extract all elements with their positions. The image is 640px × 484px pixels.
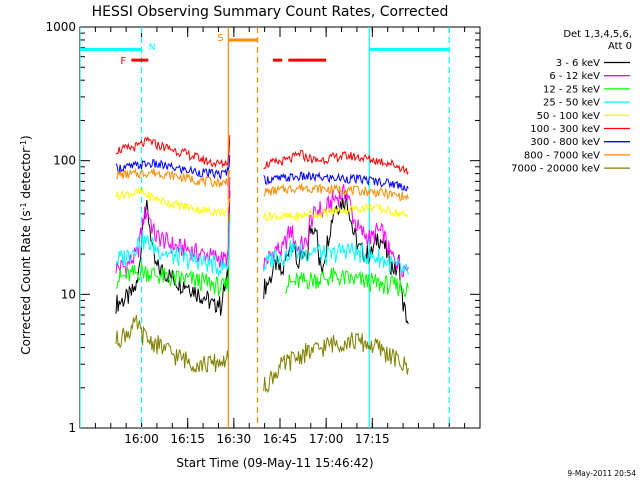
x-tick-label: 17:00 bbox=[309, 432, 344, 446]
series-line bbox=[263, 332, 409, 394]
y-tick-label: 100 bbox=[53, 154, 76, 168]
legend-entry-label: 800 - 7000 keV bbox=[524, 150, 600, 161]
series-line bbox=[284, 267, 409, 298]
legend-entry-label: 300 - 800 keV bbox=[530, 137, 600, 148]
y-axis-label-mid: detector bbox=[19, 148, 33, 203]
y-axis-label-main: Corrected Count Rate (s bbox=[19, 210, 33, 354]
series-line bbox=[263, 149, 409, 176]
series-line bbox=[115, 190, 231, 316]
series-line bbox=[263, 183, 409, 202]
series-line bbox=[115, 167, 231, 188]
y-tick-label: 10 bbox=[61, 287, 76, 301]
legend-entry-label: 3 - 6 keV bbox=[556, 58, 600, 69]
y-axis-label-end: ) bbox=[19, 135, 33, 140]
series-line bbox=[115, 213, 231, 297]
y-tick-label: 1000 bbox=[45, 20, 76, 34]
x-tick-label: 16:15 bbox=[170, 432, 205, 446]
flag-label-n: N bbox=[149, 43, 156, 53]
series-line bbox=[263, 240, 409, 275]
legend-entry-label: 100 - 300 keV bbox=[530, 124, 600, 135]
legend: Det 1,3,4,5,6,Att 0 3 - 6 keV 6 - 12 keV 12… bbox=[511, 29, 632, 175]
series-line bbox=[115, 177, 231, 276]
x-tick-label: 16:45 bbox=[263, 432, 298, 446]
legend-entry-label: 50 - 100 keV bbox=[537, 111, 601, 122]
x-tick-label: 17:15 bbox=[355, 432, 390, 446]
series-line bbox=[115, 221, 231, 277]
legend-entry-label: 6 - 12 keV bbox=[549, 71, 600, 82]
legend-entry-label: 12 - 25 keV bbox=[543, 84, 600, 95]
legend-header-line: Det 1,3,4,5,6, bbox=[563, 29, 632, 40]
y-axis-label-sup1: -1 bbox=[19, 202, 28, 210]
data-layer: F N S bbox=[80, 27, 450, 428]
footer-date: 9-May-2011 20:54 bbox=[567, 469, 636, 478]
plot-area: 1 10 100 1000 16:00 16:15 16:30 16:45 17:00 17:15… bbox=[45, 20, 481, 446]
series-line bbox=[263, 184, 409, 278]
y-axis-label: Corrected Count Rate (s-1 detector-1) bbox=[19, 135, 34, 354]
x-tick-label: 16:30 bbox=[217, 432, 252, 446]
series-line bbox=[115, 155, 231, 180]
series-line bbox=[115, 314, 229, 373]
legend-entry-label: 7000 - 20000 keV bbox=[511, 164, 600, 175]
series-line bbox=[115, 135, 231, 169]
y-tick-label: 1 bbox=[68, 421, 76, 435]
y-axis-label-sup2: -1 bbox=[19, 140, 28, 148]
flag-label-f: F bbox=[120, 56, 126, 67]
x-axis-label: Start Time (09-May-11 15:46:42) bbox=[176, 456, 373, 470]
series-line bbox=[115, 187, 231, 217]
flag-label-s: S bbox=[217, 33, 223, 44]
legend-header-line: Att 0 bbox=[608, 41, 632, 52]
chart-title: HESSI Observing Summary Count Rates, Cor… bbox=[92, 4, 449, 20]
series-line bbox=[263, 170, 409, 192]
x-tick-label: 16:00 bbox=[124, 432, 159, 446]
legend-entry-label: 25 - 50 keV bbox=[543, 98, 600, 109]
series-line bbox=[263, 202, 409, 222]
